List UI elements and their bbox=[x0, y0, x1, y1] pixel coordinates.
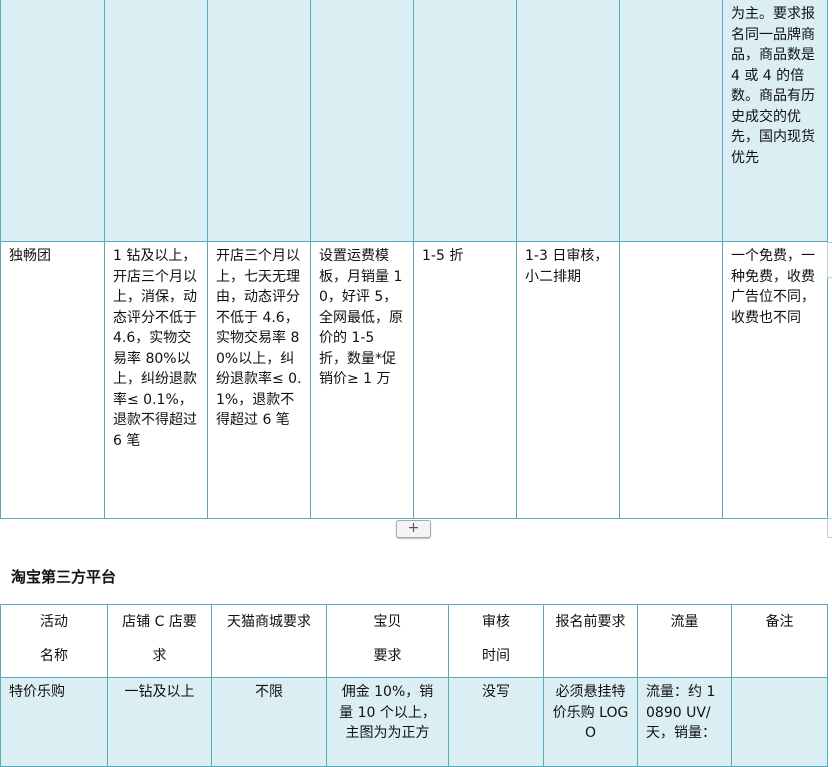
table-cell bbox=[0, 0, 105, 242]
notes-cell bbox=[731, 677, 828, 767]
section-heading: 淘宝第三方平台 bbox=[11, 568, 117, 586]
table-cell bbox=[207, 0, 311, 242]
item-requirement-cell: 佣金 10%，销量 10 个以上，主图为为正方 bbox=[326, 677, 449, 767]
table-cell bbox=[516, 0, 620, 242]
header-tmall-requirement: 天猫商城要求 bbox=[211, 604, 327, 678]
header-review-time: 审核 时间 bbox=[448, 604, 544, 678]
header-activity-name: 活动 名称 bbox=[0, 604, 108, 678]
activity-name-cell: 独畅团 bbox=[0, 241, 105, 519]
table-row: 独畅团 1 钻及以上，开店三个月以上，消保，动态评分不低于 4.6，实物交易率 … bbox=[0, 241, 828, 519]
add-row-button[interactable]: + bbox=[396, 520, 431, 538]
notes-cell: 为主。要求报名同一品牌商品，商品数是 4 或 4 的倍数。商品有历史成交的优先，… bbox=[722, 0, 828, 242]
discount-cell: 1-5 折 bbox=[413, 241, 517, 519]
header-row: 活动 名称 店铺 C 店要求 天猫商城要求 宝贝 要求 审核 时间 报名前要求 流量 备注 bbox=[0, 604, 828, 678]
header-item-requirement: 宝贝 要求 bbox=[326, 604, 449, 678]
table-cell bbox=[104, 0, 208, 242]
tmall-requirement-cell: 开店三个月以上，七天无理由，动态评分不低于 4.6，实物交易率 80%以上，纠纷… bbox=[207, 241, 311, 519]
review-cell: 1-3 日审核，小二排期 bbox=[516, 241, 620, 519]
notes-cell: 一个免费，一种免费，收费广告位不同，收费也不同 bbox=[722, 241, 828, 519]
activity-table-1: 为主。要求报名同一品牌商品，商品数是 4 或 4 的倍数。商品有历史成交的优先，… bbox=[0, 0, 828, 519]
header-pre-requirement: 报名前要求 bbox=[543, 604, 638, 678]
pre-requirement-cell bbox=[619, 241, 723, 519]
pre-requirement-cell: 必须悬挂特价乐购 LOGO bbox=[543, 677, 638, 767]
traffic-cell: 流量：约 10890 UV/天，销量： bbox=[637, 677, 732, 767]
header-notes: 备注 bbox=[731, 604, 828, 678]
table-handle[interactable] bbox=[827, 242, 832, 278]
tmall-requirement-cell: 不限 bbox=[211, 677, 327, 767]
table-row: 特价乐购 一钻及以上 不限 佣金 10%，销量 10 个以上，主图为为正方 没写 必须悬挂… bbox=[0, 677, 828, 767]
table-cell bbox=[413, 0, 517, 242]
c-shop-requirement-cell: 一钻及以上 bbox=[107, 677, 212, 767]
header-traffic: 流量 bbox=[637, 604, 732, 678]
table-cell bbox=[619, 0, 723, 242]
item-requirement-cell: 设置运费模板，月销量 10，好评 5，全网最低，原价的 1-5 折，数量*促销价… bbox=[310, 241, 414, 519]
header-c-shop-requirement: 店铺 C 店要求 bbox=[107, 604, 212, 678]
table-row: 为主。要求报名同一品牌商品，商品数是 4 或 4 的倍数。商品有历史成交的优先，… bbox=[0, 0, 828, 242]
table-cell bbox=[310, 0, 414, 242]
c-shop-requirement-cell: 1 钻及以上，开店三个月以上，消保，动态评分不低于 4.6，实物交易率 80%以… bbox=[104, 241, 208, 519]
table-handle[interactable] bbox=[827, 518, 832, 538]
review-time-cell: 没写 bbox=[448, 677, 544, 767]
activity-name-cell: 特价乐购 bbox=[0, 677, 108, 767]
